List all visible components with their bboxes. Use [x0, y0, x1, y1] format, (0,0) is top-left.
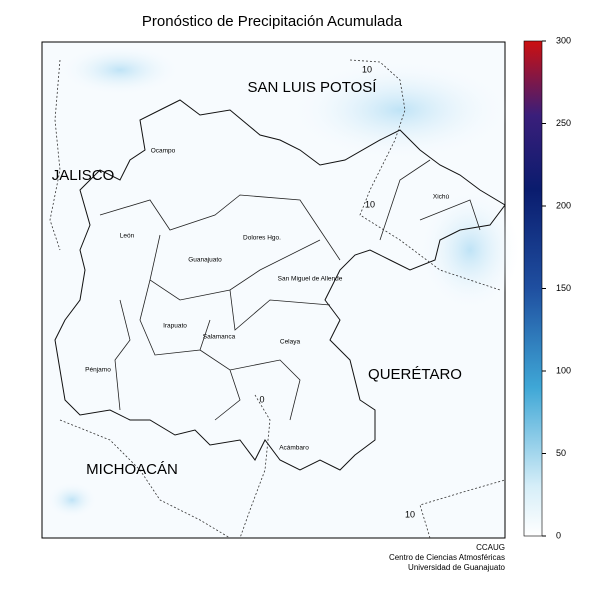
contour-label: 10 [405, 509, 415, 519]
city-label: Dolores Hgo. [243, 235, 281, 242]
contour-line [49, 59, 231, 539]
city-label: León [120, 233, 135, 240]
city-label: Celaya [280, 339, 301, 346]
state-label: SAN LUIS POTOSÍ [248, 79, 378, 96]
city-label: Acámbaro [279, 445, 309, 452]
contour-label: 0 [259, 394, 264, 404]
credit: Centro de Ciencias Atmosféricas [389, 553, 505, 562]
colorbar [523, 40, 543, 537]
credit: CCAUG [476, 543, 505, 552]
city-label: Pénjamo [85, 367, 111, 374]
precip-area [60, 45, 180, 95]
city-label: Salamanca [203, 334, 236, 341]
precip-area [47, 482, 97, 518]
state-label: MICHOACÁN [86, 461, 178, 478]
title: Pronóstico de Precipitación Acumulada [142, 13, 403, 30]
precip-area [290, 60, 510, 160]
contour-label: 10 [365, 199, 375, 209]
credit: Universidad de Guanajuato [408, 563, 506, 572]
map [41, 41, 520, 539]
colorbar-tick-label: 250 [556, 118, 571, 128]
colorbar-tick-label: 50 [556, 448, 566, 458]
city-label: Ocampo [151, 148, 176, 155]
state-label: JALISCO [52, 167, 115, 184]
colorbar-tick-label: 0 [556, 530, 561, 540]
colorbar-tick-label: 200 [556, 200, 571, 210]
contour-line [239, 394, 506, 539]
colorbar-tick-label: 300 [556, 35, 571, 45]
state-border [54, 99, 506, 471]
city-label: Irapuato [163, 323, 187, 330]
precip-area [420, 190, 520, 310]
state-label: QUERÉTARO [368, 366, 462, 383]
contour-label: 10 [362, 64, 372, 74]
city-label: Guanajuato [188, 257, 222, 264]
colorbar-tick-label: 150 [556, 283, 571, 293]
municipal-border [99, 159, 481, 421]
city-label: Xichú [433, 194, 450, 201]
colorbar-tick-label: 100 [556, 365, 571, 375]
city-label: San Miguel de Allende [278, 276, 343, 283]
